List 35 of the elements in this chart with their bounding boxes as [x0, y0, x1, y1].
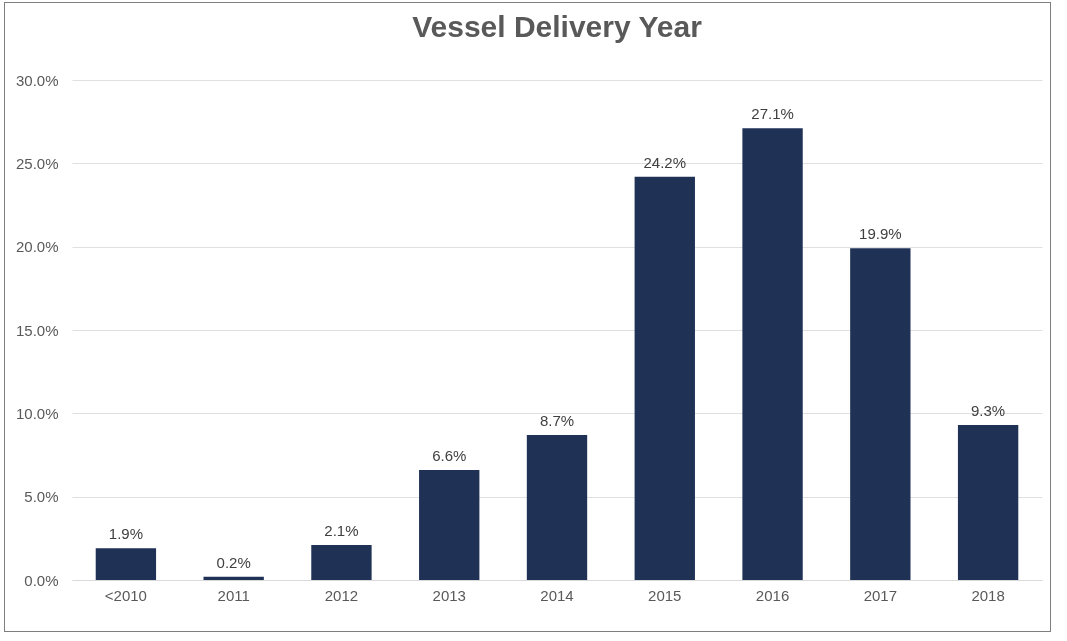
bar: [526, 435, 588, 580]
y-tick-label: 25.0%: [15, 154, 59, 172]
data-label: 24.2%: [643, 153, 687, 171]
data-label: 0.2%: [216, 553, 251, 571]
data-label: 9.3%: [971, 402, 1006, 419]
bar: [311, 545, 372, 580]
x-tick-label: 2018: [971, 586, 1005, 604]
y-tick-label: 30.0%: [15, 71, 59, 89]
x-tick-label: 2012: [324, 586, 359, 604]
bar: [850, 248, 911, 580]
bar: [203, 576, 264, 580]
x-tick-label: 2014: [540, 586, 574, 604]
data-label: 8.7%: [539, 412, 575, 429]
bar: [95, 548, 157, 580]
data-label: 27.1%: [751, 105, 794, 123]
x-tick-label: 2016: [755, 586, 790, 604]
x-tick-label: <2010: [104, 586, 147, 604]
bar: [742, 128, 803, 580]
y-tick-label: 10.0%: [15, 404, 59, 422]
x-tick-label: 2015: [648, 586, 682, 604]
data-label: 6.6%: [432, 447, 467, 464]
chart-title: Vessel Delivery Year: [412, 10, 703, 43]
x-tick-label: 2011: [217, 586, 250, 604]
data-label: 1.9%: [108, 525, 143, 543]
bar: [957, 425, 1019, 580]
bar: [419, 470, 480, 580]
y-tick-label: 0.0%: [24, 571, 59, 589]
y-tick-label: 5.0%: [24, 488, 59, 506]
data-label: 2.1%: [324, 522, 359, 539]
y-tick-label: 15.0%: [15, 321, 59, 339]
y-tick-label: 20.0%: [15, 238, 59, 256]
x-tick-label: 2013: [432, 586, 466, 604]
bar: [634, 176, 695, 580]
data-label: 19.9%: [859, 225, 902, 243]
x-tick-label: 2017: [863, 586, 898, 604]
